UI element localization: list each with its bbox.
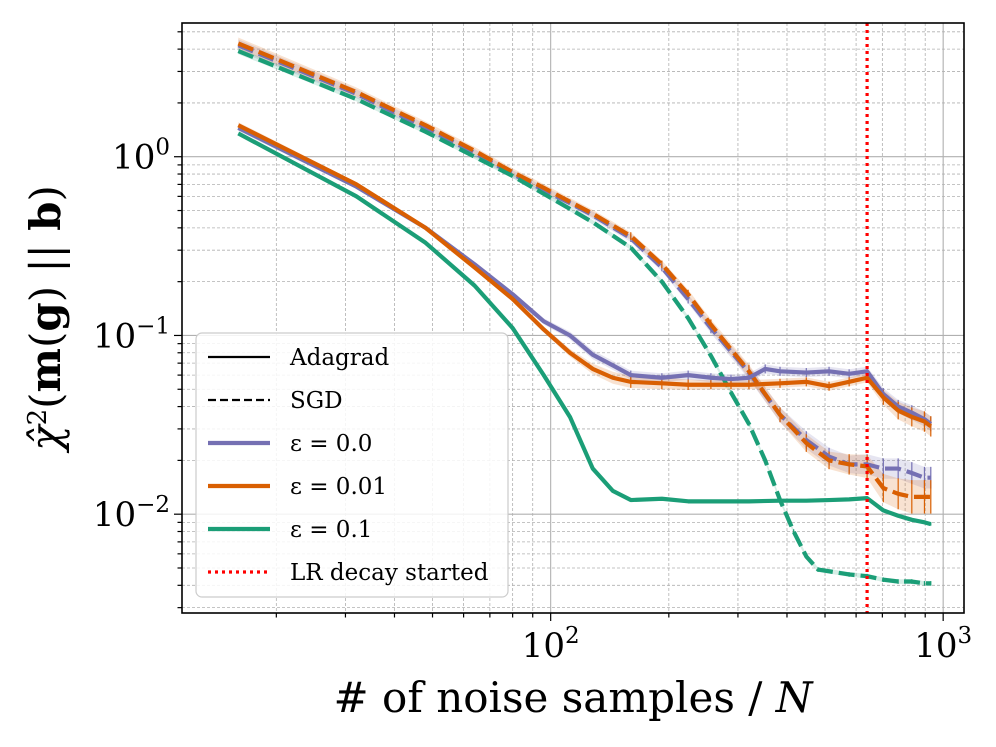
y-axis-label: χ̂2(m(g) || b) [21,185,70,454]
plot-frame [181,22,965,614]
series-line [237,41,931,499]
y-tick-label: 10−2 [93,492,170,535]
legend-label: Adagrad [289,345,389,371]
legend-item: Adagrad [208,345,389,371]
legend-box [195,332,509,598]
legend-item: LR decay started [208,560,489,586]
series-lines [237,41,933,586]
x-axis-label: # of noise samples / N [333,673,813,722]
legend-label: ε = 0.0 [290,431,372,457]
y-tick-label: 100 [112,135,170,178]
svg-text:χ̂2(m(g) || b): χ̂2(m(g) || b) [21,185,70,454]
legend-item: SGD [208,388,343,414]
legend-item: ε = 0.0 [208,431,372,457]
legend-label: ε = 0.01 [290,474,387,500]
x-tick-label: 102 [522,623,580,666]
legend-label: SGD [290,388,343,414]
y-tick-label: 10−1 [93,313,170,356]
series-line [237,126,933,426]
legend: Adagrad SGD ε = 0.0 ε = 0.01 ε = 0.1 LR decay… [195,332,509,598]
legend-label: LR decay started [290,560,489,586]
axis-ticks: 102 103 100 10−1 10−2 [93,31,972,666]
legend-item: ε = 0.1 [208,517,372,543]
series-line [237,123,933,429]
legend-label: ε = 0.1 [290,517,372,543]
series-line [237,131,932,527]
legend-item: ε = 0.01 [208,474,387,500]
x-tick-label: 103 [914,623,972,666]
